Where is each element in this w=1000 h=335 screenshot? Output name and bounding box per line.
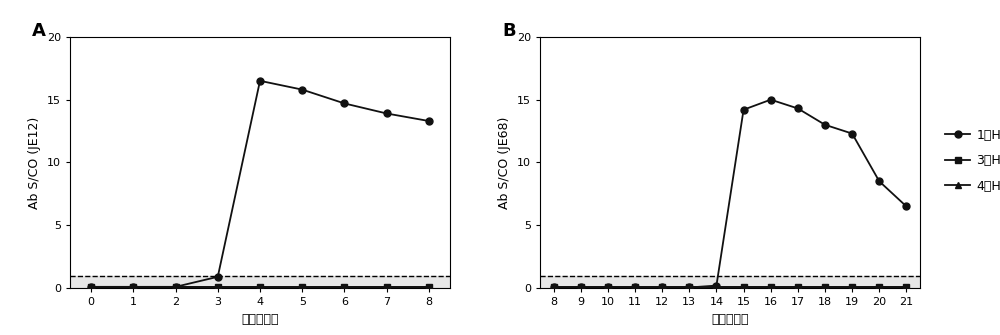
X-axis label: 接种后周数: 接种后周数 (711, 313, 749, 326)
Legend: 1型HEV捕获试剂, 3型HEV捕获试剂, 4型HEV捕获试剂: 1型HEV捕获试剂, 3型HEV捕获试剂, 4型HEV捕获试剂 (941, 125, 1000, 197)
Y-axis label: Ab S/CO (JE68): Ab S/CO (JE68) (498, 116, 511, 209)
Y-axis label: Ab S/CO (JE12): Ab S/CO (JE12) (28, 116, 41, 209)
Text: B: B (502, 22, 516, 40)
X-axis label: 接种后周数: 接种后周数 (241, 313, 279, 326)
Text: A: A (32, 22, 46, 40)
